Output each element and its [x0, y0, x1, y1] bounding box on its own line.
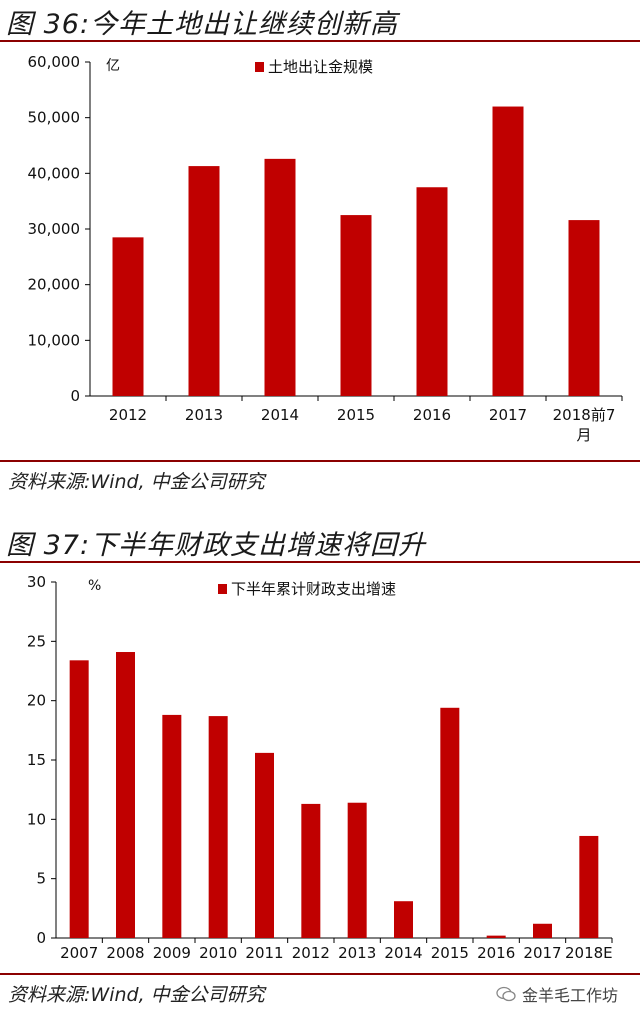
x-tick-label: 2017: [523, 944, 561, 962]
y-tick-label: 60,000: [28, 53, 81, 71]
legend-label: 下半年累计财政支出增速: [231, 580, 396, 598]
x-tick-label: 2008: [106, 944, 144, 962]
y-tick-label: 5: [36, 870, 46, 888]
chart-36: 0 10,000 20,000 30,000 40,000 50,000 60,000 亿 土地…: [0, 44, 640, 456]
bar: [533, 923, 552, 938]
x-tick-label: 2012: [292, 944, 330, 962]
x-tick-label: 2016: [413, 406, 451, 424]
x-tick-label: 2012: [109, 406, 147, 424]
x-tick-label: 2009: [153, 944, 191, 962]
y-tick-label: 30,000: [28, 220, 81, 238]
wechat-icon: [496, 986, 516, 1002]
chart-36-svg: 0 10,000 20,000 30,000 40,000 50,000 60,000 亿 土地…: [28, 53, 623, 444]
watermark-text: 金羊毛工作坊: [521, 986, 618, 1005]
bar: [394, 901, 413, 938]
source-rule: [0, 973, 640, 975]
x-tick-label: 2017: [489, 406, 527, 424]
x-tick-label: 2013: [338, 944, 376, 962]
bar: [301, 803, 321, 938]
chart-37-svg: 0 5 10 15 20 25 30% 下半年累计财政支出增速 2007 2008 2009 2010…: [27, 573, 613, 962]
bar: [568, 220, 600, 396]
bar: [340, 215, 372, 396]
x-tick-label: 2011: [245, 944, 283, 962]
title-rule: [0, 40, 640, 42]
y-unit-label: 亿: [106, 58, 120, 74]
y-tick-label: 20,000: [28, 276, 81, 294]
bar: [208, 716, 228, 938]
legend-swatch: [255, 62, 264, 72]
y-tick-label: 40,000: [28, 164, 81, 182]
legend-label: 土地出让金规模: [268, 58, 373, 76]
x-tick-label: 月: [576, 426, 591, 444]
x-tick-label: 2010: [199, 944, 237, 962]
x-tick-label: 2007: [60, 944, 98, 962]
x-tick-label: 2013: [185, 406, 223, 424]
bar: [69, 660, 89, 938]
y-tick-label: 25: [27, 632, 46, 650]
y-tick-label: 10: [27, 810, 46, 828]
bar: [162, 714, 182, 938]
y-tick-label: 0: [70, 387, 80, 405]
bar: [492, 106, 524, 397]
x-tick-label: 2015: [431, 944, 469, 962]
chart-37: 0 5 10 15 20 25 30% 下半年累计财政支出增速 2007 2008 2009 2010…: [0, 566, 640, 970]
watermark: 金羊毛工作坊: [496, 982, 618, 1006]
figure-37-source: 资料来源:Wind, 中金公司研究: [8, 984, 265, 1006]
x-tick-label: 2016: [477, 944, 515, 962]
x-tick-label: 2014: [384, 944, 422, 962]
bar: [112, 237, 144, 396]
figure-36-source: 资料来源:Wind, 中金公司研究: [8, 471, 265, 493]
y-tick-label: 20: [27, 692, 46, 710]
figure-37-title: 图 37:下半年财政支出增速将回升: [6, 530, 427, 561]
source-rule: [0, 460, 640, 462]
bar: [486, 935, 506, 938]
bar: [416, 187, 448, 396]
bar: [116, 652, 135, 938]
x-tick-label: 2015: [337, 406, 375, 424]
x-tick-label: 2018前7: [553, 406, 616, 424]
y-unit-label: %: [88, 578, 101, 594]
bar: [264, 158, 296, 396]
bar: [255, 752, 274, 938]
bar: [440, 707, 460, 938]
bar: [347, 802, 367, 938]
bar: [579, 835, 599, 938]
y-tick-label: 15: [27, 751, 46, 769]
x-tick-label: 2018E: [565, 944, 613, 962]
y-tick-label: 50,000: [28, 109, 81, 127]
y-tick-label: 10,000: [28, 331, 81, 349]
y-tick-label: 30: [27, 573, 46, 591]
bar: [188, 166, 220, 396]
x-tick-label: 2014: [261, 406, 299, 424]
y-tick-label: 0: [36, 929, 46, 947]
title-rule: [0, 561, 640, 563]
legend-swatch: [218, 584, 227, 594]
figure-36-title: 图 36:今年土地出让继续创新高: [6, 9, 399, 40]
